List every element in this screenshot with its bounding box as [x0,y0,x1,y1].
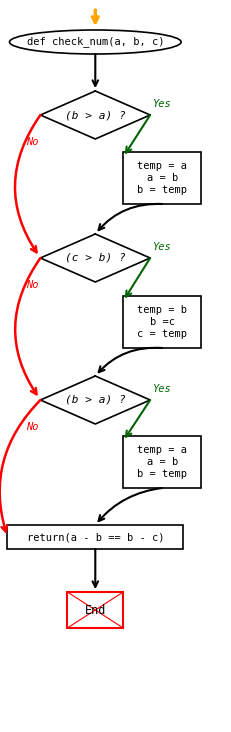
Text: End: End [84,603,106,616]
Text: temp = a
a = b
b = temp: temp = a a = b b = temp [137,161,186,195]
Text: No: No [26,422,38,432]
Text: Yes: Yes [152,384,170,394]
Text: temp = a
a = b
b = temp: temp = a a = b b = temp [137,445,186,479]
Polygon shape [40,91,149,139]
FancyBboxPatch shape [123,436,200,488]
Text: Yes: Yes [152,242,170,252]
Text: (b > a) ?: (b > a) ? [65,110,125,120]
Text: def check_num(a, b, c): def check_num(a, b, c) [26,37,163,48]
FancyBboxPatch shape [67,592,123,628]
Text: temp = b
b =c
c = temp: temp = b b =c c = temp [137,305,186,339]
Text: No: No [26,280,38,290]
Text: No: No [26,137,38,147]
FancyBboxPatch shape [7,525,182,549]
Text: return(a - b == b - c): return(a - b == b - c) [26,532,163,542]
Text: (b > a) ?: (b > a) ? [65,395,125,405]
Polygon shape [40,376,149,424]
Ellipse shape [9,30,180,54]
Polygon shape [40,234,149,282]
Text: (c > b) ?: (c > b) ? [65,253,125,263]
FancyBboxPatch shape [123,296,200,348]
Text: Yes: Yes [152,99,170,109]
FancyBboxPatch shape [123,152,200,204]
